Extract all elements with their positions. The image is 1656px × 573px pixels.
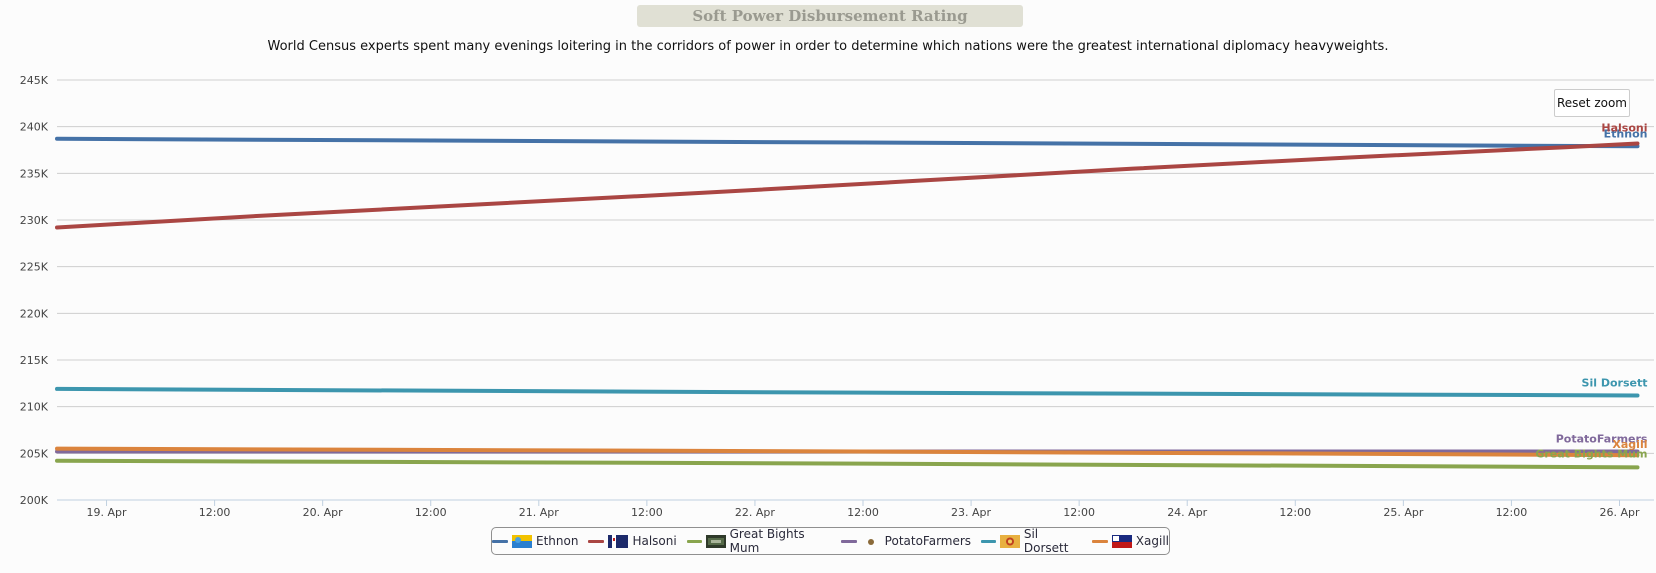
series-end-label-potatofarmers: PotatoFarmers bbox=[1556, 432, 1648, 445]
x-tick-label: 12:00 bbox=[1496, 506, 1528, 519]
halsoni-flag-icon bbox=[608, 534, 629, 548]
series-line-great-bights-mum bbox=[55, 458, 1640, 470]
y-tick-label: 220K bbox=[20, 307, 49, 320]
legend-label: Sil Dorsett bbox=[1023, 527, 1069, 555]
legend-label: Great Bights Mum bbox=[729, 527, 805, 555]
series-end-label-xagill: Xagill bbox=[1612, 438, 1647, 451]
y-tick-label: 240K bbox=[20, 121, 49, 134]
legend-swatch bbox=[1091, 539, 1108, 543]
y-tick-label: 215K bbox=[20, 354, 49, 367]
x-tick-label: 12:00 bbox=[1279, 506, 1311, 519]
series-end-label-sil-dorsett: Sil Dorsett bbox=[1582, 376, 1648, 389]
legend-label: PotatoFarmers bbox=[884, 534, 972, 548]
x-tick-label: 22. Apr bbox=[735, 506, 775, 519]
y-tick-label: 205K bbox=[20, 447, 49, 460]
legend-label: Halsoni bbox=[632, 534, 677, 548]
legend-item-xagill[interactable]: Xagill bbox=[1091, 534, 1169, 548]
great-bights-mum-flag-icon bbox=[705, 534, 726, 548]
series-end-label-great-bights-mum: Great Bights Mum bbox=[1535, 447, 1647, 460]
potatofarmers-flag-icon bbox=[861, 535, 881, 548]
legend-item-halsoni[interactable]: Halsoni bbox=[588, 534, 677, 548]
series-line-halsoni bbox=[55, 141, 1640, 230]
x-tick-label: 12:00 bbox=[847, 506, 879, 519]
legend-swatch bbox=[588, 539, 605, 543]
legend-swatch bbox=[981, 539, 996, 543]
legend-label: Xagill bbox=[1135, 534, 1169, 548]
series-end-label-halsoni: Halsoni bbox=[1601, 121, 1647, 134]
legend-swatch bbox=[492, 539, 508, 543]
x-tick-label: 20. Apr bbox=[303, 506, 343, 519]
x-tick-label: 21. Apr bbox=[519, 506, 559, 519]
legend-swatch bbox=[686, 539, 702, 543]
legend-label: Ethnon bbox=[536, 534, 579, 548]
legend-item-sil-dorsett[interactable]: Sil Dorsett bbox=[981, 527, 1082, 555]
legend-item-ethnon[interactable]: Ethnon bbox=[492, 534, 578, 548]
x-tick-label: 24. Apr bbox=[1167, 506, 1207, 519]
y-tick-label: 225K bbox=[20, 261, 49, 274]
x-tick-label: 25. Apr bbox=[1383, 506, 1423, 519]
x-tick-label: 19. Apr bbox=[87, 506, 127, 519]
y-tick-label: 200K bbox=[20, 494, 49, 507]
chart-legend: Ethnon Halsoni Great Bights Mum PotatoFarme… bbox=[491, 527, 1170, 555]
x-tick-label: 12:00 bbox=[199, 506, 231, 519]
x-tick-label: 23. Apr bbox=[951, 506, 991, 519]
x-tick-label: 12:00 bbox=[415, 506, 447, 519]
y-tick-label: 210K bbox=[20, 401, 49, 414]
y-tick-label: 245K bbox=[20, 74, 49, 87]
legend-item-great-bights-mum[interactable]: Great Bights Mum bbox=[686, 527, 831, 555]
legend-swatch bbox=[840, 539, 857, 543]
series-end-label-ethnon: Ethnon bbox=[1604, 127, 1648, 140]
ethnon-flag-icon bbox=[512, 534, 532, 548]
reset-zoom-button[interactable]: Reset zoom bbox=[1554, 89, 1630, 117]
sil-dorsett-flag-icon bbox=[999, 534, 1020, 548]
y-tick-label: 235K bbox=[20, 167, 49, 180]
xagill-flag-icon bbox=[1111, 534, 1132, 548]
x-tick-label: 26. Apr bbox=[1599, 506, 1639, 519]
legend-item-potatofarmers[interactable]: PotatoFarmers bbox=[840, 534, 972, 548]
chart-title: Soft Power Disbursement Rating bbox=[637, 5, 1023, 27]
series-line-xagill bbox=[55, 446, 1640, 458]
x-tick-label: 12:00 bbox=[1063, 506, 1095, 519]
series-line-sil-dorsett bbox=[55, 386, 1640, 398]
x-tick-label: 12:00 bbox=[631, 506, 663, 519]
y-tick-label: 230K bbox=[20, 214, 49, 227]
series-line-ethnon bbox=[55, 136, 1640, 149]
chart-subtitle: World Census experts spent many evenings… bbox=[267, 39, 1389, 54]
